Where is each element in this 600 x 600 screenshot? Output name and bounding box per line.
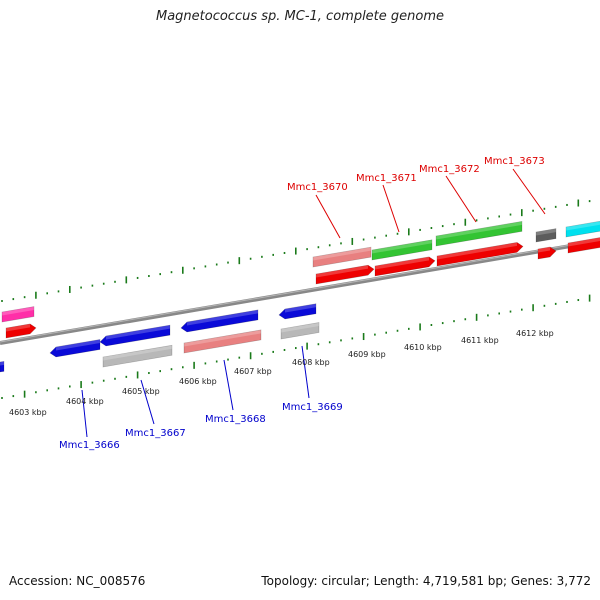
kbp-label-2: 4605 kbp (122, 387, 160, 396)
gene-3673-red (537, 246, 557, 260)
gene-3671-top (371, 239, 433, 261)
gene-3669-gray (280, 322, 320, 340)
kbp-label-3: 4606 kbp (179, 377, 217, 386)
gene-3671-top-shine (372, 239, 432, 254)
gene-blue-edge-shine (0, 361, 4, 366)
genome-title: Magnetococcus sp. MC-1, complete genome (155, 9, 445, 24)
gene-3672-red-body (436, 242, 524, 267)
gene-3667-blue (99, 324, 171, 347)
backbone-highlight (0, 239, 600, 343)
gene-3671-red (374, 256, 436, 277)
gene-label-top-2: Mmc1_3672 (419, 164, 480, 175)
gene-3670-red-body (315, 264, 375, 285)
gene-label-bottom-1: Mmc1_3667 (125, 428, 186, 439)
gene-3671-red-body (374, 256, 436, 277)
leader-top-1 (382, 184, 400, 233)
gene-label-bottom-2: Mmc1_3668 (205, 414, 266, 425)
gene-3670-top (312, 246, 372, 268)
gene-3667-gray-shine (103, 345, 172, 361)
gene-cyan-top-shine (566, 221, 600, 231)
gene-3672-top (435, 221, 523, 247)
gene-3673-red-body (537, 246, 557, 260)
gene-3669-blue (278, 303, 317, 320)
gene-3669-blue-shine (285, 303, 316, 313)
tick-marks (1, 199, 591, 399)
gene-3670-red-shine (316, 265, 368, 278)
gene-3668-blue-shine (187, 309, 258, 326)
gene-3667-gray-body (102, 344, 173, 368)
kbp-label-0: 4603 kbp (9, 408, 47, 417)
leader-top-0 (315, 194, 341, 239)
genome-backbone (0, 239, 600, 345)
kbp-label-1: 4604 kbp (66, 397, 104, 406)
gene-3673-top-shine (536, 228, 556, 236)
gene-3668-salmon-body (183, 329, 262, 354)
gene-blue-edge-body (0, 360, 5, 373)
accession-text: Accession: NC_008576 (9, 574, 146, 588)
gene-red-left (5, 323, 37, 339)
gene-label-bottom-3: Mmc1_3669 (282, 402, 343, 413)
gene-3670-top-body (312, 246, 372, 268)
gene-3673-top-body (535, 228, 557, 243)
gene-3666-blue (49, 339, 101, 358)
gene-magenta-top-body (1, 306, 35, 323)
gene-blue-edge (0, 360, 5, 373)
gene-red-edge-body (567, 237, 600, 254)
gene-3672-red (436, 242, 524, 267)
gene-label-top-1: Mmc1_3671 (356, 173, 417, 184)
gene-3672-top-body (435, 221, 523, 247)
gene-3666-blue-body (49, 339, 101, 358)
genome-stats-text: Topology: circular; Length: 4,719,581 bp… (261, 574, 591, 588)
gene-3671-top-body (371, 239, 433, 261)
kbp-labels: 4603 kbp 4604 kbp 4605 kbp 4606 kbp 4607 kbp… (9, 329, 554, 417)
leader-bottom-1 (140, 379, 155, 425)
kbp-label-8: 4611 kbp (461, 336, 499, 345)
gene-3673-red-shine (538, 246, 550, 253)
leader-top-2 (445, 175, 477, 223)
leader-top-3 (512, 168, 546, 215)
gene-label-bottom-0: Mmc1_3666 (59, 440, 120, 451)
leader-bottom-3 (301, 345, 310, 399)
gene-3670-top-shine (313, 247, 371, 261)
gene-cyan-top (565, 220, 600, 238)
gene-red-edge (567, 237, 600, 254)
gene-red-left-body (5, 323, 37, 339)
gene-red-left-shine (6, 323, 30, 332)
gene-3670-red (315, 264, 375, 285)
gene-3668-salmon (183, 329, 262, 354)
kbp-label-5: 4608 kbp (292, 358, 330, 367)
gene-3667-gray (102, 344, 173, 368)
gene-3666-blue-shine (56, 339, 100, 351)
kbp-label-4: 4607 kbp (234, 367, 272, 376)
kbp-label-7: 4610 kbp (404, 343, 442, 352)
gene-3668-salmon-shine (184, 329, 261, 347)
gene-3667-blue-shine (106, 325, 170, 340)
gene-3668-blue (180, 309, 259, 333)
gene-3669-gray-body (280, 322, 320, 340)
leader-bottom-0 (81, 389, 88, 438)
gene-3672-red-shine (437, 242, 517, 260)
gene-3673-top (535, 228, 557, 243)
gene-magenta-top (1, 306, 35, 323)
gene-3668-blue-body (180, 309, 259, 333)
gene-magenta-top-shine (2, 306, 34, 316)
gene-3672-top-shine (436, 221, 522, 240)
leader-bottom-2 (223, 359, 234, 411)
gene-label-top-0: Mmc1_3670 (287, 182, 348, 193)
gene-label-top-3: Mmc1_3673 (484, 156, 545, 167)
label-leaders (81, 168, 546, 438)
gene-3671-red-shine (375, 256, 429, 270)
gene-features (0, 220, 600, 373)
gene-3669-gray-shine (281, 322, 319, 333)
kbp-label-6: 4609 kbp (348, 350, 386, 359)
kbp-label-9: 4612 kbp (516, 329, 554, 338)
backbone-line (0, 239, 600, 345)
gene-3669-blue-body (278, 303, 317, 320)
gene-3667-blue-body (99, 324, 171, 347)
gene-cyan-top-body (565, 220, 600, 238)
gene-red-edge-shine (568, 237, 600, 247)
